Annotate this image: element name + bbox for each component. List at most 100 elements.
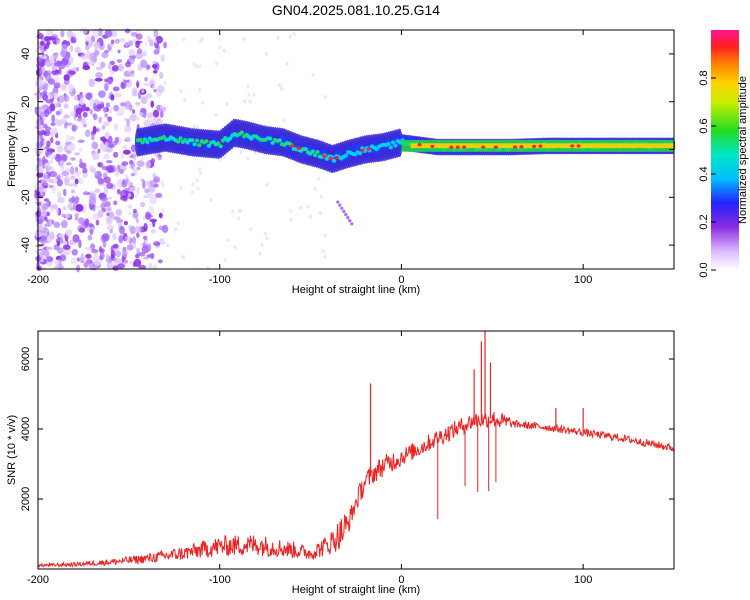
heatmap-noise-cell [111,64,119,72]
heatmap-peak-cell [493,145,498,149]
heatmap-noise-cell [246,156,250,161]
heatmap-noise-cell [39,68,44,75]
heatmap-noise-cell [36,56,43,64]
heatmap-noise-cell [249,227,253,232]
heatmap-noise-cell [61,213,66,218]
heatmap-noise-cell [242,36,246,41]
heatmap-ridge-cell [312,153,318,158]
heatmap-noise-cell [105,253,110,260]
heatmap-noise-cell [77,217,85,225]
heatmap-noise-cell [49,170,58,178]
heatmap-noise-cell [89,228,94,235]
heatmap-noise-cell [116,188,121,195]
heatmap-noise-cell [110,30,118,38]
heatmap-noise-cell [59,160,65,168]
heatmap-noise-cell [106,225,115,231]
heatmap-noise-cell [340,206,344,210]
heatmap-noise-cell [128,68,132,73]
heatmap-noise-cell [276,35,280,40]
heatmap-noise-cell [117,49,121,54]
heatmap-noise-cell [346,216,350,220]
heatmap-noise-cell [117,63,125,72]
heatmap-noise-cell [149,218,158,223]
heatmap-noise-cell [157,156,163,161]
heatmap-noise-cell [70,175,76,180]
heatmap-noise-cell [308,214,312,219]
heatmap-noise-cell [140,59,148,69]
heatmap-noise-cell [81,105,87,112]
heatmap-noise-cell [237,216,241,221]
heatmap-noise-cell [128,48,136,57]
heatmap-noise-cell [214,112,218,117]
heatmap-noise-cell [53,265,62,270]
heatmap-noise-cell [247,92,251,97]
y-tick-label: -40 [20,237,32,253]
heatmap-noise-cell [82,167,88,175]
heatmap-noise-cell [56,179,63,187]
heatmap-noise-cell [132,38,136,43]
x-tick-label: 0 [398,574,404,586]
heatmap-noise-cell [137,48,142,55]
heatmap-noise-cell [142,235,148,240]
heatmap-noise-cell [65,168,71,173]
heatmap-noise-cell [84,218,90,227]
heatmap-noise-cell [106,160,113,164]
heatmap-noise-cell [112,243,119,249]
heatmap-noise-cell [59,254,67,262]
heatmap-noise-cell [49,231,55,240]
heatmap-noise-cell [136,247,140,253]
colorbar-tick-label: 0.8 [698,70,710,85]
heatmap-noise-cell [135,40,140,49]
heatmap-ridge-cell [138,137,143,142]
heatmap-noise-cell [152,70,158,74]
heatmap-noise-cell [91,249,99,254]
heatmap-noise-cell [110,39,115,45]
heatmap-noise-cell [123,79,130,83]
heatmap-noise-cell [74,178,79,185]
heatmap-noise-cell [138,264,147,270]
heatmap-noise-cell [265,182,269,187]
heatmap-noise-cell [288,34,292,39]
heatmap-ridge-cell [222,141,228,148]
heatmap-noise-cell [103,82,109,92]
heatmap-noise-cell [140,157,144,162]
colorbar-ticks: 0.0 0.2 0.4 0.6 0.8 [698,70,716,278]
heatmap-noise-cell [191,190,195,195]
heatmap-noise-cell [63,175,71,183]
heatmap-ridge-cell [372,140,378,147]
heatmap-ridge-cell [277,138,282,143]
heatmap-noise-cell [86,257,91,267]
heatmap-peak-cell [570,144,575,148]
heatmap-noise-cell [103,146,110,150]
heatmap-noise-cell [195,64,199,69]
heatmap-noise-cell [51,114,56,123]
heatmap-peak-cell [417,143,422,147]
heatmap-noise-cell [57,197,66,204]
heatmap-noise-cell [117,263,126,269]
heatmap-noise-cell [252,92,256,97]
heatmap-noise-cell [191,182,195,187]
heatmap-noise-cell [149,39,154,47]
heatmap-noise-cell [149,196,157,205]
heatmap-peak-cell [449,145,454,149]
heatmap-noise-cell [146,35,151,43]
heatmap-noise-cell [54,76,60,83]
heatmap-noise-cell [93,258,102,267]
heatmap-noise-cell [79,97,85,106]
heatmap-noise-cell [79,158,83,164]
heatmap-noise-cell [323,254,327,259]
heatmap-noise-cell [159,104,163,109]
heatmap-noise-cell [223,257,227,262]
x-tick-label: -200 [27,574,49,586]
heatmap-noise-cell [63,114,71,119]
heatmap-noise-cell [56,247,64,254]
heatmap-noise-cell [69,242,77,246]
heatmap-noise-cell [104,113,108,118]
heatmap-ridge-cell [161,134,167,139]
colorbar-tick-label: 0.4 [698,166,710,181]
heatmap-noise-cell [65,162,72,166]
x-tick-label: 100 [574,274,592,286]
heatmap-peak-cell [462,145,467,149]
heatmap-noise-cell [36,226,44,230]
heatmap-noise-cell [101,51,109,59]
